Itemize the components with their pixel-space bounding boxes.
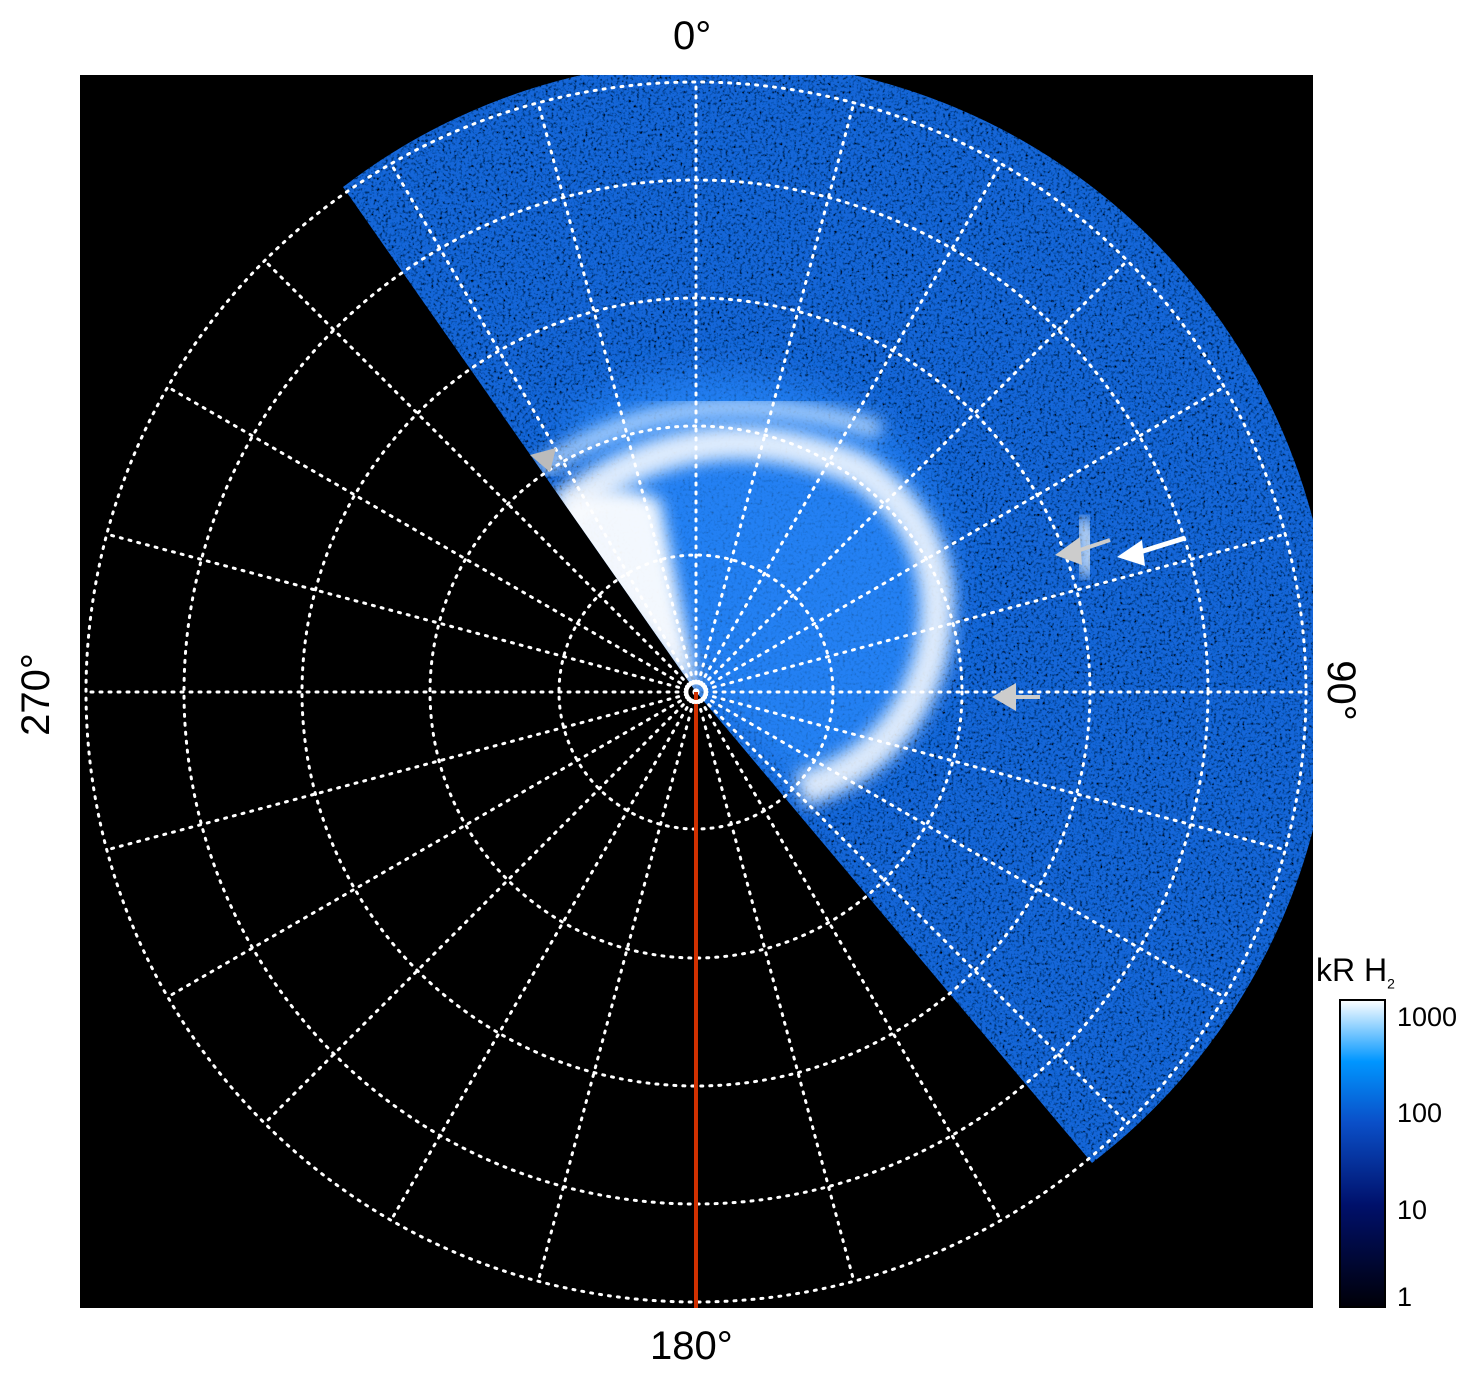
meridian-line [105, 690, 698, 852]
colorbar-title: kR H2 [1316, 952, 1395, 991]
meridian-line [694, 385, 1226, 694]
meridian-line [694, 532, 1287, 694]
meridian-line [694, 690, 1129, 1125]
arrow-gray-lower [992, 683, 1040, 711]
colorbar-tick: 100 [1397, 1098, 1443, 1128]
meridian-line [263, 690, 698, 1125]
colorbar-title-main: kR H [1316, 952, 1388, 988]
meridian-line [694, 259, 1129, 694]
meridian-line [105, 532, 698, 694]
colorbar-title-sub: 2 [1387, 975, 1395, 992]
meridian-line [389, 162, 698, 694]
label-180-deg: 180° [650, 1324, 733, 1368]
meridian-line [694, 162, 1003, 694]
meridian-line [389, 690, 698, 1222]
grid-meridians [84, 80, 1308, 1304]
label-270-deg: 270° [13, 653, 58, 736]
pole-marker [684, 680, 708, 704]
meridian-line [694, 101, 856, 694]
meridian-line [694, 690, 1287, 852]
meridian-line [166, 385, 698, 694]
arrow-white-right [1117, 535, 1186, 566]
label-90-deg: 90° [1318, 660, 1363, 721]
colorbar-tick: 1000 [1397, 1002, 1458, 1032]
meridian-line [536, 690, 698, 1283]
colorbar-tick: 10 [1397, 1195, 1428, 1225]
meridian-line [694, 690, 856, 1283]
meridian-line [694, 690, 1226, 999]
arrow-gray-right-upper [1055, 537, 1111, 565]
meridian-line [694, 690, 1003, 1222]
meridian-line [536, 101, 698, 694]
meridian-line [263, 259, 698, 694]
colorbar [1339, 999, 1386, 1308]
label-0-deg: 0° [673, 14, 712, 58]
arrow-gray-upper-left [530, 448, 556, 472]
colorbar-tick: 1 [1397, 1282, 1413, 1312]
meridian-line [166, 690, 698, 999]
